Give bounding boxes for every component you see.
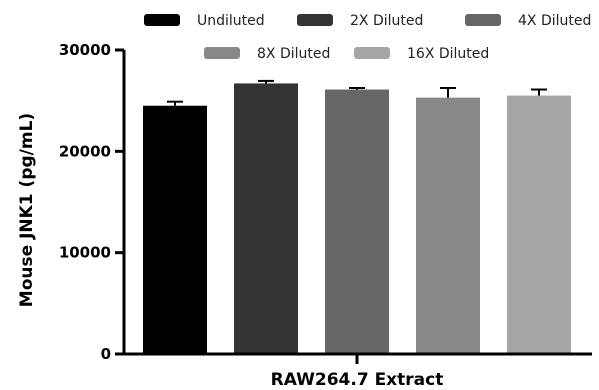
y-tick-label: 10000	[59, 244, 111, 262]
y-ticks: 0 10000 20000 30000	[59, 41, 124, 363]
y-tick-label: 30000	[59, 41, 111, 59]
bar-2	[234, 83, 298, 354]
axes: 0 10000 20000 30000	[59, 41, 592, 364]
bar-3	[325, 89, 389, 355]
legend: Undiluted 2X Diluted 4X Diluted 8X Diluted 1…	[144, 13, 591, 62]
bar-5	[507, 95, 571, 354]
y-tick-label: 0	[101, 345, 111, 363]
legend-swatch-4	[204, 47, 240, 59]
bars	[143, 83, 571, 355]
bar-1	[143, 105, 207, 354]
legend-label-3: 4X Diluted	[518, 13, 591, 29]
legend-label-4: 8X Diluted	[257, 46, 330, 62]
y-axis-label: Mouse JNK1 (pg/mL)	[17, 113, 37, 307]
legend-label-5: 16X Diluted	[407, 46, 489, 62]
error-bars	[167, 79, 547, 106]
legend-swatch-5	[354, 47, 390, 59]
x-axis-label: RAW264.7 Extract	[271, 370, 444, 390]
bar-4	[416, 97, 480, 355]
legend-swatch-3	[465, 14, 501, 26]
legend-label-2: 2X Diluted	[350, 13, 423, 29]
y-tick-label: 20000	[59, 142, 111, 160]
legend-swatch-2	[297, 14, 333, 26]
legend-label-1: Undiluted	[197, 13, 265, 29]
legend-swatch-1	[144, 14, 180, 26]
